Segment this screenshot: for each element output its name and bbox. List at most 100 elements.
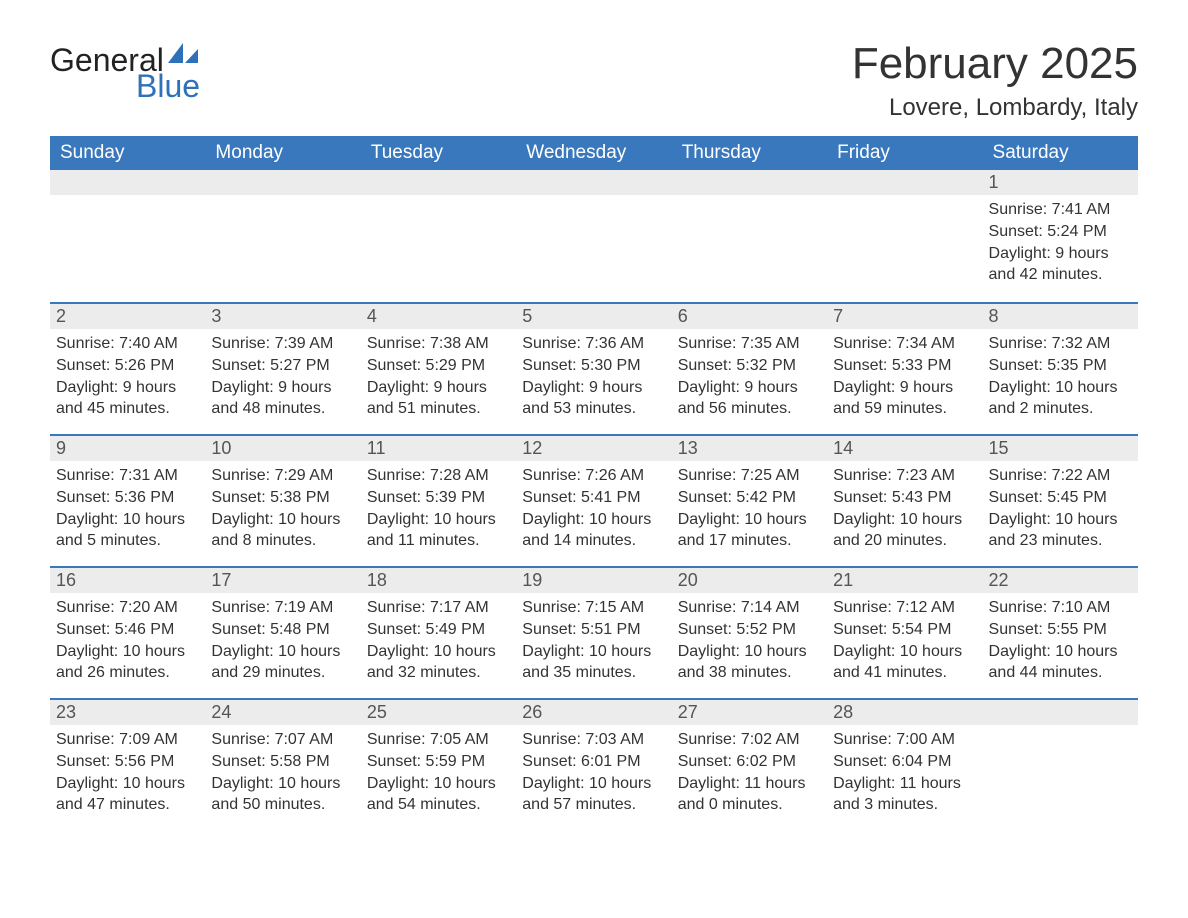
sunrise-line: Sunrise: 7:05 AM	[367, 730, 510, 751]
day-details: Sunrise: 7:14 AMSunset: 5:52 PMDaylight:…	[672, 593, 827, 692]
calendar-day-cell: 14Sunrise: 7:23 AMSunset: 5:43 PMDayligh…	[827, 434, 982, 566]
day-details	[361, 195, 516, 207]
daylight-line: Daylight: 11 hours and 0 minutes.	[678, 774, 821, 816]
day-details: Sunrise: 7:38 AMSunset: 5:29 PMDaylight:…	[361, 329, 516, 428]
day-number: 16	[50, 566, 205, 593]
daylight-line: Daylight: 10 hours and 32 minutes.	[367, 642, 510, 684]
calendar-head: SundayMondayTuesdayWednesdayThursdayFrid…	[50, 136, 1138, 170]
calendar-day-cell: 7Sunrise: 7:34 AMSunset: 5:33 PMDaylight…	[827, 302, 982, 434]
weekday-header: Thursday	[672, 136, 827, 170]
sunset-line: Sunset: 5:49 PM	[367, 620, 510, 641]
sunset-line: Sunset: 6:02 PM	[678, 752, 821, 773]
day-details	[827, 195, 982, 207]
calendar-day-cell: 1Sunrise: 7:41 AMSunset: 5:24 PMDaylight…	[983, 170, 1138, 302]
sunset-line: Sunset: 5:46 PM	[56, 620, 199, 641]
day-details: Sunrise: 7:07 AMSunset: 5:58 PMDaylight:…	[205, 725, 360, 824]
sunrise-line: Sunrise: 7:28 AM	[367, 466, 510, 487]
day-details: Sunrise: 7:35 AMSunset: 5:32 PMDaylight:…	[672, 329, 827, 428]
day-number: .	[983, 698, 1138, 725]
day-number: 8	[983, 302, 1138, 329]
brand-part2: Blue	[136, 70, 202, 102]
calendar-day-cell: 28Sunrise: 7:00 AMSunset: 6:04 PMDayligh…	[827, 698, 982, 830]
weekday-header: Sunday	[50, 136, 205, 170]
sunrise-line: Sunrise: 7:26 AM	[522, 466, 665, 487]
calendar-day-cell: 9Sunrise: 7:31 AMSunset: 5:36 PMDaylight…	[50, 434, 205, 566]
day-number: 10	[205, 434, 360, 461]
calendar-empty-cell: .	[205, 170, 360, 302]
calendar-day-cell: 5Sunrise: 7:36 AMSunset: 5:30 PMDaylight…	[516, 302, 671, 434]
sunset-line: Sunset: 5:52 PM	[678, 620, 821, 641]
day-details: Sunrise: 7:36 AMSunset: 5:30 PMDaylight:…	[516, 329, 671, 428]
sunrise-line: Sunrise: 7:02 AM	[678, 730, 821, 751]
daylight-line: Daylight: 9 hours and 42 minutes.	[989, 244, 1132, 286]
title-block: February 2025 Lovere, Lombardy, Italy	[852, 40, 1138, 122]
sunrise-line: Sunrise: 7:40 AM	[56, 334, 199, 355]
day-details: Sunrise: 7:41 AMSunset: 5:24 PMDaylight:…	[983, 195, 1138, 294]
day-details: Sunrise: 7:25 AMSunset: 5:42 PMDaylight:…	[672, 461, 827, 560]
day-number: 1	[983, 170, 1138, 195]
day-number: .	[672, 170, 827, 195]
day-number: 12	[516, 434, 671, 461]
daylight-line: Daylight: 9 hours and 48 minutes.	[211, 378, 354, 420]
daylight-line: Daylight: 10 hours and 2 minutes.	[989, 378, 1132, 420]
daylight-line: Daylight: 10 hours and 29 minutes.	[211, 642, 354, 684]
day-details: Sunrise: 7:00 AMSunset: 6:04 PMDaylight:…	[827, 725, 982, 824]
day-details: Sunrise: 7:10 AMSunset: 5:55 PMDaylight:…	[983, 593, 1138, 692]
sunrise-line: Sunrise: 7:22 AM	[989, 466, 1132, 487]
daylight-line: Daylight: 10 hours and 5 minutes.	[56, 510, 199, 552]
sunrise-line: Sunrise: 7:14 AM	[678, 598, 821, 619]
sunset-line: Sunset: 5:59 PM	[367, 752, 510, 773]
day-number: 27	[672, 698, 827, 725]
sunset-line: Sunset: 5:32 PM	[678, 356, 821, 377]
weekday-header: Tuesday	[361, 136, 516, 170]
calendar-day-cell: 27 Sunrise: 7:02 AMSunset: 6:02 PMDayligh…	[672, 698, 827, 830]
calendar-day-cell: 24Sunrise: 7:07 AMSunset: 5:58 PMDayligh…	[205, 698, 360, 830]
day-number: .	[827, 170, 982, 195]
location: Lovere, Lombardy, Italy	[852, 94, 1138, 122]
day-number: .	[205, 170, 360, 195]
daylight-line: Daylight: 10 hours and 44 minutes.	[989, 642, 1132, 684]
day-number: 17	[205, 566, 360, 593]
calendar-day-cell: 25Sunrise: 7:05 AMSunset: 5:59 PMDayligh…	[361, 698, 516, 830]
sunrise-line: Sunrise: 7:10 AM	[989, 598, 1132, 619]
day-number: 24	[205, 698, 360, 725]
day-details	[50, 195, 205, 207]
day-number: 7	[827, 302, 982, 329]
calendar-day-cell: 23Sunrise: 7:09 AMSunset: 5:56 PMDayligh…	[50, 698, 205, 830]
day-number: .	[361, 170, 516, 195]
calendar-day-cell: 6Sunrise: 7:35 AMSunset: 5:32 PMDaylight…	[672, 302, 827, 434]
calendar-day-cell: 17Sunrise: 7:19 AMSunset: 5:48 PMDayligh…	[205, 566, 360, 698]
calendar-week-row: 9Sunrise: 7:31 AMSunset: 5:36 PMDaylight…	[50, 434, 1138, 566]
day-details: Sunrise: 7:34 AMSunset: 5:33 PMDaylight:…	[827, 329, 982, 428]
day-number: 6	[672, 302, 827, 329]
sunrise-line: Sunrise: 7:25 AM	[678, 466, 821, 487]
weekday-header: Wednesday	[516, 136, 671, 170]
daylight-line: Daylight: 10 hours and 41 minutes.	[833, 642, 976, 684]
weekday-row: SundayMondayTuesdayWednesdayThursdayFrid…	[50, 136, 1138, 170]
calendar-empty-cell: .	[827, 170, 982, 302]
day-details	[672, 195, 827, 207]
daylight-line: Daylight: 9 hours and 56 minutes.	[678, 378, 821, 420]
sunset-line: Sunset: 5:24 PM	[989, 222, 1132, 243]
day-number: 26	[516, 698, 671, 725]
daylight-line: Daylight: 10 hours and 57 minutes.	[522, 774, 665, 816]
sunrise-line: Sunrise: 7:17 AM	[367, 598, 510, 619]
sunrise-line: Sunrise: 7:31 AM	[56, 466, 199, 487]
sunrise-line: Sunrise: 7:29 AM	[211, 466, 354, 487]
daylight-line: Daylight: 9 hours and 51 minutes.	[367, 378, 510, 420]
daylight-line: Daylight: 9 hours and 53 minutes.	[522, 378, 665, 420]
header: General Blue February 2025 Lovere, Lomba…	[50, 40, 1138, 122]
day-details: Sunrise: 7:17 AMSunset: 5:49 PMDaylight:…	[361, 593, 516, 692]
sunset-line: Sunset: 5:42 PM	[678, 488, 821, 509]
day-number: .	[516, 170, 671, 195]
calendar-week-row: 16Sunrise: 7:20 AMSunset: 5:46 PMDayligh…	[50, 566, 1138, 698]
calendar-day-cell: 16Sunrise: 7:20 AMSunset: 5:46 PMDayligh…	[50, 566, 205, 698]
sunset-line: Sunset: 5:36 PM	[56, 488, 199, 509]
day-details: Sunrise: 7:31 AMSunset: 5:36 PMDaylight:…	[50, 461, 205, 560]
calendar-empty-cell: .	[672, 170, 827, 302]
sunrise-line: Sunrise: 7:34 AM	[833, 334, 976, 355]
calendar-day-cell: 26Sunrise: 7:03 AMSunset: 6:01 PMDayligh…	[516, 698, 671, 830]
day-number: 23	[50, 698, 205, 725]
daylight-line: Daylight: 9 hours and 59 minutes.	[833, 378, 976, 420]
sunset-line: Sunset: 5:30 PM	[522, 356, 665, 377]
